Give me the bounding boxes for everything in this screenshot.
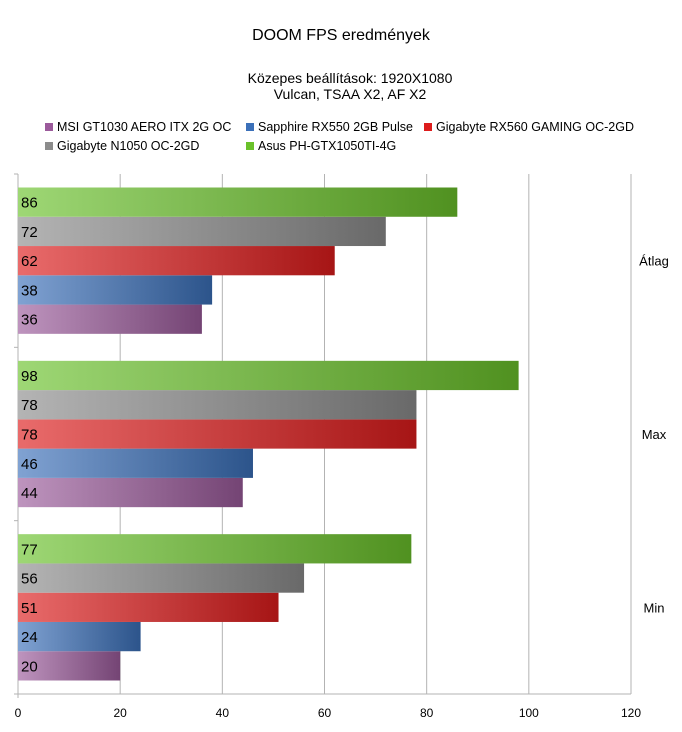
bar bbox=[18, 246, 335, 276]
chart-subtitle: Közepes beállítások: 1920X1080 Vulcan, T… bbox=[0, 70, 682, 102]
bar bbox=[18, 360, 519, 391]
data-label: 86 bbox=[21, 195, 38, 212]
legend-label: Sapphire RX550 2GB Pulse bbox=[258, 120, 413, 134]
data-label: 20 bbox=[21, 658, 38, 675]
x-tick-label: 60 bbox=[318, 706, 332, 720]
data-label: 56 bbox=[21, 571, 38, 588]
bar bbox=[18, 419, 417, 449]
data-label: 98 bbox=[21, 368, 38, 385]
bar bbox=[18, 304, 202, 334]
legend-label: MSI GT1030 AERO ITX 2G OC bbox=[57, 120, 232, 134]
x-tick-label: 100 bbox=[519, 706, 539, 720]
bar bbox=[18, 448, 253, 478]
bar bbox=[18, 592, 279, 622]
data-label: 36 bbox=[21, 312, 38, 329]
category-label: Max bbox=[642, 427, 667, 442]
bar bbox=[18, 477, 243, 508]
category-label: Átlag bbox=[639, 254, 669, 269]
x-tick-label: 120 bbox=[621, 706, 641, 720]
legend-swatch bbox=[246, 123, 254, 131]
bar bbox=[18, 563, 305, 593]
data-label: 72 bbox=[21, 224, 38, 241]
bar bbox=[18, 534, 412, 564]
data-label: 24 bbox=[21, 629, 38, 646]
chart-title: DOOM FPS eredmények bbox=[252, 27, 430, 44]
legend-swatch bbox=[45, 123, 53, 131]
data-label: 46 bbox=[21, 456, 38, 473]
category-label: Min bbox=[644, 600, 665, 615]
x-tick-label: 80 bbox=[420, 706, 434, 720]
x-tick-label: 20 bbox=[113, 706, 127, 720]
data-label: 38 bbox=[21, 282, 38, 299]
subtitle-line-2: Vulcan, TSAA X2, AF X2 bbox=[273, 86, 427, 102]
bar bbox=[18, 187, 458, 217]
bar bbox=[18, 651, 121, 681]
bar bbox=[18, 275, 213, 305]
legend-swatch bbox=[45, 142, 53, 150]
data-label: 62 bbox=[21, 253, 38, 270]
x-tick-label: 0 bbox=[15, 706, 22, 720]
x-tick-label: 40 bbox=[216, 706, 230, 720]
legend-item: Gigabyte N1050 OC-2GD bbox=[45, 139, 199, 153]
legend-label: Gigabyte N1050 OC-2GD bbox=[57, 139, 200, 153]
legend-item: Sapphire RX550 2GB Pulse bbox=[246, 120, 413, 134]
data-label: 44 bbox=[21, 485, 38, 502]
data-label: 51 bbox=[21, 600, 38, 617]
data-label: 78 bbox=[21, 427, 38, 444]
legend-swatch bbox=[246, 142, 254, 150]
legend-swatch bbox=[424, 123, 432, 131]
legend-item: MSI GT1030 AERO ITX 2G OC bbox=[45, 120, 231, 134]
legend-item: Gigabyte RX560 GAMING OC-2GD bbox=[424, 120, 634, 134]
legend-label: Asus PH-GTX1050TI-4G bbox=[258, 139, 397, 153]
subtitle-line-1: Közepes beállítások: 1920X1080 bbox=[247, 70, 453, 86]
legend-item: Asus PH-GTX1050TI-4G bbox=[246, 139, 396, 153]
bar bbox=[18, 621, 141, 652]
legend-label: Gigabyte RX560 GAMING OC-2GD bbox=[436, 120, 634, 134]
bar bbox=[18, 216, 386, 247]
data-label: 78 bbox=[21, 397, 38, 414]
bar bbox=[18, 390, 417, 420]
data-label: 77 bbox=[21, 541, 38, 558]
